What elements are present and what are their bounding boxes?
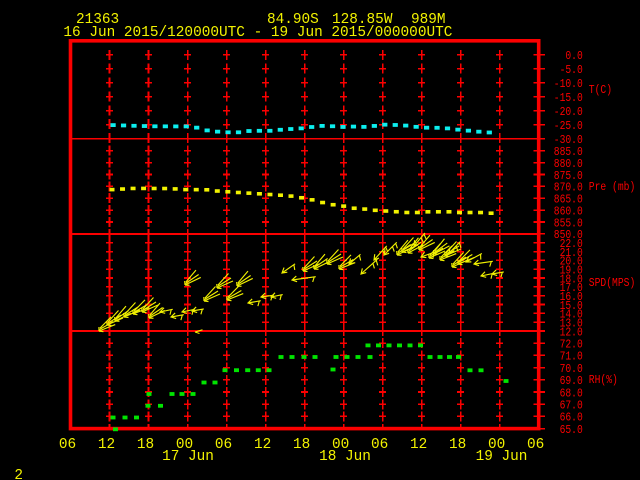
svg-text:69.0: 69.0	[560, 375, 583, 388]
svg-text:16 Jun 2015/120000UTC - 19 Jun: 16 Jun 2015/120000UTC - 19 Jun 2015/0000…	[63, 25, 452, 41]
svg-text:14.0: 14.0	[560, 309, 583, 322]
svg-text:RH(%): RH(%)	[589, 374, 618, 387]
svg-text:68.0: 68.0	[560, 388, 583, 401]
svg-text:12: 12	[254, 437, 271, 453]
svg-text:06: 06	[371, 437, 388, 453]
svg-text:SPD(MPS): SPD(MPS)	[589, 277, 635, 290]
svg-text:17 Jun: 17 Jun	[162, 449, 214, 465]
svg-text:15.0: 15.0	[560, 300, 583, 313]
svg-text:128.85W: 128.85W	[332, 12, 393, 28]
svg-text:12.0: 12.0	[560, 327, 583, 340]
svg-text:06: 06	[59, 437, 76, 453]
svg-text:-10.0: -10.0	[554, 78, 583, 91]
svg-text:21.0: 21.0	[560, 247, 583, 260]
svg-text:06: 06	[527, 437, 544, 453]
svg-text:17.0: 17.0	[560, 282, 583, 295]
svg-text:-5.0: -5.0	[560, 64, 583, 77]
svg-text:18: 18	[449, 437, 466, 453]
svg-text:06: 06	[215, 437, 232, 453]
svg-text:870.0: 870.0	[554, 182, 583, 195]
svg-text:72.0: 72.0	[560, 339, 583, 352]
svg-text:860.0: 860.0	[554, 206, 583, 219]
svg-text:18: 18	[293, 437, 310, 453]
svg-text:70.0: 70.0	[560, 363, 583, 376]
svg-text:885.0: 885.0	[554, 146, 583, 159]
svg-text:18: 18	[137, 437, 154, 453]
svg-text:00: 00	[176, 437, 193, 453]
svg-text:13.0: 13.0	[560, 318, 583, 331]
svg-text:00: 00	[488, 437, 505, 453]
svg-text:18.0: 18.0	[560, 274, 583, 287]
svg-text:22.0: 22.0	[560, 238, 583, 251]
svg-text:66.0: 66.0	[560, 412, 583, 425]
svg-text:00: 00	[332, 437, 349, 453]
svg-text:20.0: 20.0	[560, 256, 583, 269]
svg-text:67.0: 67.0	[560, 400, 583, 413]
svg-text:989M: 989M	[411, 12, 446, 28]
svg-text:84.90S: 84.90S	[267, 12, 319, 28]
svg-text:2: 2	[14, 468, 23, 480]
svg-text:12: 12	[98, 437, 115, 453]
svg-text:0.0: 0.0	[565, 50, 582, 63]
svg-text:855.0: 855.0	[554, 218, 583, 231]
svg-text:T(C): T(C)	[589, 84, 612, 97]
svg-text:-20.0: -20.0	[554, 106, 583, 119]
svg-text:Pre (mb): Pre (mb)	[589, 181, 635, 194]
svg-text:65.0: 65.0	[560, 424, 583, 437]
svg-text:880.0: 880.0	[554, 158, 583, 171]
svg-text:19 Jun: 19 Jun	[476, 449, 528, 465]
svg-text:21363: 21363	[76, 12, 119, 28]
svg-text:18 Jun: 18 Jun	[319, 449, 371, 465]
svg-text:71.0: 71.0	[560, 351, 583, 364]
svg-text:875.0: 875.0	[554, 170, 583, 183]
svg-text:19.0: 19.0	[560, 265, 583, 278]
svg-text:-15.0: -15.0	[554, 92, 583, 105]
svg-text:-25.0: -25.0	[554, 120, 583, 133]
svg-text:16.0: 16.0	[560, 291, 583, 304]
svg-text:12: 12	[410, 437, 427, 453]
svg-text:850.0: 850.0	[554, 229, 583, 242]
svg-text:-30.0: -30.0	[554, 134, 583, 147]
svg-text:865.0: 865.0	[554, 194, 583, 207]
